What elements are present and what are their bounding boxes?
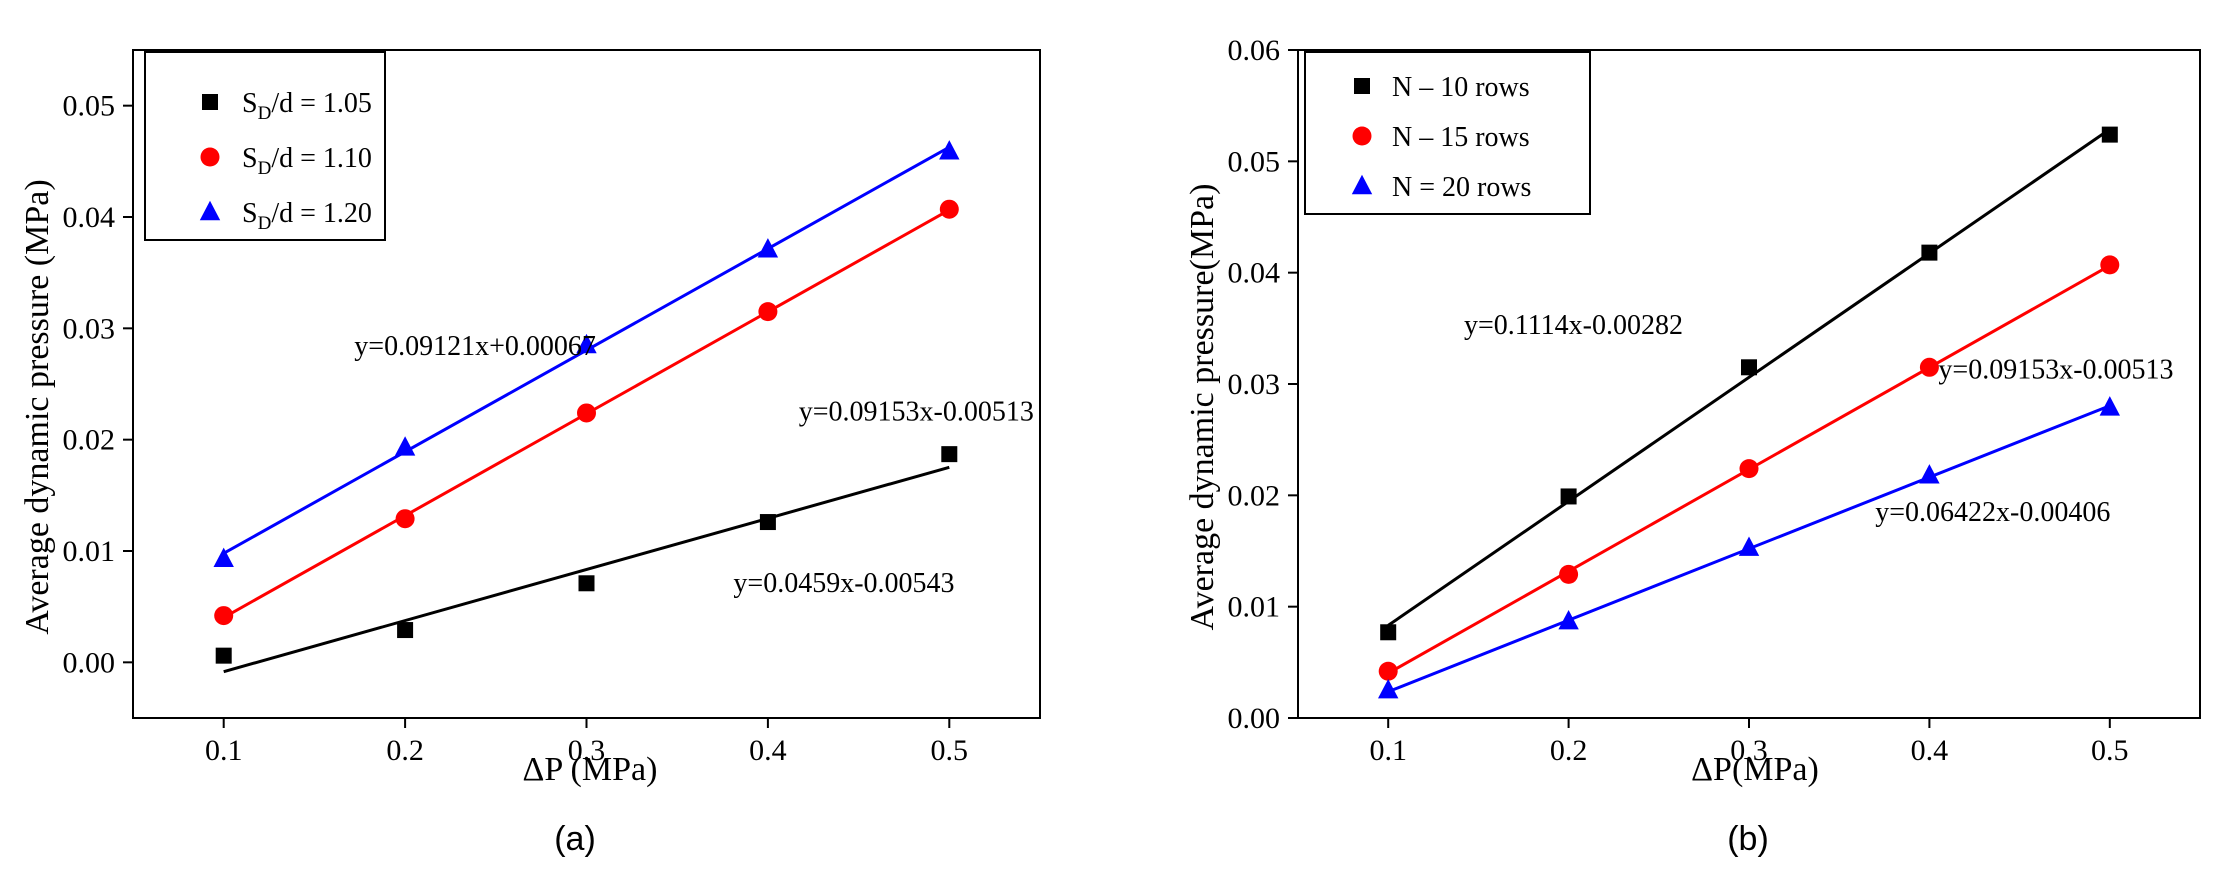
point-a-2-3 [757, 238, 779, 258]
point-b-2-0 [1378, 678, 1399, 699]
point-a-2-0 [213, 547, 234, 567]
x-axis-label-b: ΔP(MPa) [1691, 751, 1819, 788]
y-tick-label-b-6: 0.06 [1228, 34, 1281, 67]
chart-b: 0.1 0.2 0.3 0.4 0.5 0.00 0.01 0.02 0.03 0.04 0.05 0… [1184, 34, 2201, 858]
fit-equation-b-0: y=0.1114x-0.00282 [1464, 310, 1683, 341]
point-a-1-3 [758, 302, 778, 322]
y-axis-label-a: Average dynamic pressure (MPa) [19, 179, 56, 634]
point-a-2-4 [939, 140, 960, 160]
legend-b: N – 10 rows N – 15 rows N = 20 rows [1304, 51, 1591, 215]
x-tick-label-a-0: 0.1 [205, 734, 243, 767]
point-b-1-4 [2100, 255, 2120, 275]
point-a-0-4 [941, 446, 958, 463]
legend-marker-b-0 [1354, 78, 1370, 94]
legend-label-a-0: SD/d = 1.05 [242, 88, 372, 124]
legend-marker-a-1 [200, 147, 220, 167]
y-tick-label-a-2: 0.02 [63, 424, 116, 457]
point-b-1-2 [1739, 459, 1759, 479]
x-tick-label-b-4: 0.5 [2091, 734, 2129, 767]
x-tick-label-a-4: 0.5 [931, 734, 969, 767]
point-a-2-1 [394, 436, 416, 456]
legend-marker-a-2 [199, 200, 221, 221]
x-tick-label-b-2: 0.3 [1730, 734, 1768, 767]
point-b-0-0 [1380, 624, 1397, 641]
point-a-1-1 [395, 509, 415, 529]
y-axis-label-b: Average dynamic pressure(MPa) [1184, 184, 1221, 631]
fit-equation-b-1: y=0.09153x-0.00513 [1938, 354, 2173, 385]
point-b-2-4 [2099, 396, 2120, 416]
point-b-1-3 [1919, 357, 1939, 377]
legend-marker-b-1 [1352, 126, 1372, 146]
y-tick-label-b-4: 0.04 [1228, 257, 1281, 290]
fit-equation-a-2: y=0.0459x-0.00543 [733, 568, 954, 599]
legend-marker-b-2 [1351, 174, 1373, 195]
point-a-0-0 [215, 647, 232, 664]
fit-equation-a-0: y=0.09121x+0.00067 [354, 331, 596, 362]
point-b-2-1 [1558, 609, 1579, 630]
y-tick-label-a-4: 0.04 [63, 201, 116, 234]
x-tick-label-a-1: 0.2 [386, 734, 424, 767]
point-b-0-4 [2101, 126, 2118, 143]
x-axis-label-a: ΔP (MPa) [523, 751, 658, 788]
point-a-1-2 [577, 403, 596, 423]
fit-equation-b-2: y=0.06422x-0.00406 [1875, 497, 2110, 528]
point-b-1-1 [1559, 564, 1579, 584]
point-a-0-1 [397, 622, 414, 639]
point-b-2-2 [1738, 536, 1760, 556]
legend-label-b-0: N – 10 rows [1392, 72, 1530, 103]
y-tick-label-b-2: 0.02 [1228, 479, 1281, 512]
point-b-0-1 [1560, 488, 1577, 505]
caption-a: (a) [554, 820, 596, 858]
point-b-2-3 [1919, 464, 1940, 484]
x-tick-label-b-0: 0.1 [1369, 734, 1407, 767]
point-a-1-0 [214, 606, 234, 626]
legend-label-b-2: N = 20 rows [1392, 172, 1531, 203]
fit-equation-a-1: y=0.09153x-0.00513 [799, 397, 1034, 428]
legend-box-a [144, 51, 386, 241]
fit-line-b-0 [1387, 128, 2111, 627]
point-b-0-3 [1921, 244, 1938, 261]
point-b-1-0 [1378, 661, 1398, 681]
y-tick-label-a-3: 0.03 [63, 312, 116, 345]
point-b-0-2 [1741, 359, 1757, 376]
x-tick-label-b-1: 0.2 [1550, 734, 1588, 767]
y-tick-label-b-0: 0.00 [1228, 702, 1281, 735]
y-tick-label-a-1: 0.01 [63, 535, 116, 568]
y-tick-label-b-1: 0.01 [1228, 591, 1281, 624]
chart-a: 0.1 0.2 0.3 0.4 0.50.000.010.020.030.040.05 … [19, 49, 1041, 858]
legend-label-b-1: N – 15 rows [1392, 122, 1530, 153]
x-tick-label-b-3: 0.4 [1911, 734, 1949, 767]
y-tick-label-a-0: 0.00 [63, 646, 116, 679]
x-tick-label-a-2: 0.3 [568, 734, 606, 767]
y-tick-label-a-5: 0.05 [63, 90, 116, 123]
point-a-1-4 [939, 199, 959, 219]
fit-line-a-0 [223, 465, 950, 674]
point-a-0-2 [578, 575, 595, 592]
point-a-0-3 [759, 514, 776, 531]
legend-marker-a-0 [202, 94, 218, 110]
x-tick-label-a-3: 0.4 [749, 734, 787, 767]
y-tick-label-b-5: 0.05 [1228, 145, 1281, 178]
legend-box-b [1304, 51, 1591, 215]
y-tick-label-b-3: 0.03 [1228, 368, 1281, 401]
caption-b: (b) [1727, 820, 1769, 858]
point-a-2-2 [576, 333, 597, 354]
